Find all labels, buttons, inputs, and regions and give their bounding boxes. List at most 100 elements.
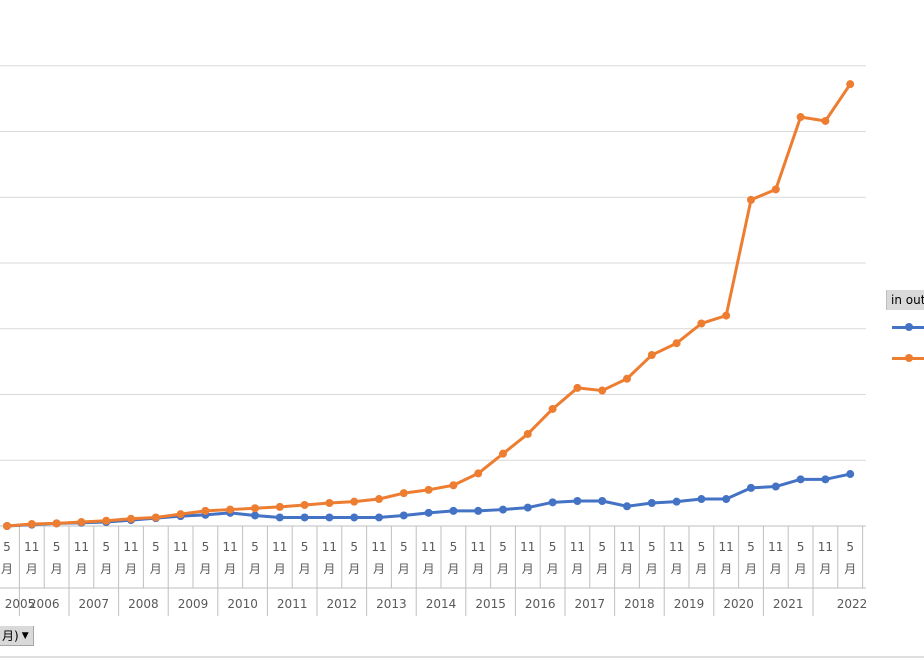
month-label: 5 (350, 540, 358, 554)
series-1-point (251, 511, 259, 520)
month-label: 11 (371, 540, 386, 554)
month-label: 11 (768, 540, 783, 554)
legend-marker-series-1 (905, 323, 913, 331)
month-unit-label: 月 (770, 562, 782, 576)
series-1-point (771, 482, 780, 491)
month-unit-label: 月 (26, 562, 38, 576)
month-label: 5 (400, 540, 408, 554)
series-2-point (3, 522, 11, 530)
series-1-point (573, 497, 582, 506)
legend-title[interactable]: in out (886, 290, 924, 310)
series-2-point (226, 505, 235, 514)
month-label: 5 (698, 540, 706, 554)
series-2-point (350, 497, 359, 506)
year-label: 2007 (79, 597, 110, 611)
month-unit-label: 月 (1, 562, 13, 576)
series-1-point (672, 497, 681, 506)
series-2-point (275, 502, 284, 511)
month-unit-label: 月 (844, 562, 856, 576)
series-1-point (449, 506, 458, 515)
series-2-point (474, 469, 483, 478)
series-2-point (27, 520, 36, 529)
date-field-label: 月) (2, 629, 19, 643)
series-2-point (747, 195, 755, 204)
year-label: 2005 (5, 597, 36, 611)
series-2-point (499, 449, 507, 458)
series-2-point (672, 339, 681, 348)
series-1-point (821, 475, 830, 484)
series-2-point (548, 404, 557, 413)
month-label: 5 (301, 540, 309, 554)
series-2-point (201, 506, 210, 515)
year-label: 2014 (426, 597, 457, 611)
month-unit-label: 月 (75, 562, 87, 576)
month-label: 11 (223, 540, 238, 554)
year-label: 2019 (674, 597, 705, 611)
month-label: 11 (520, 540, 535, 554)
month-unit-label: 月 (224, 562, 236, 576)
month-unit-label: 月 (423, 562, 435, 576)
month-label: 11 (74, 540, 89, 554)
series-2-point (325, 498, 334, 507)
month-label: 11 (719, 540, 734, 554)
series-1-point (548, 498, 557, 507)
month-unit-label: 月 (720, 562, 732, 576)
month-label: 11 (24, 540, 39, 554)
series-1-point (300, 513, 309, 522)
year-label: 2010 (227, 597, 258, 611)
month-unit-label: 月 (646, 562, 658, 576)
month-unit-label: 月 (398, 562, 410, 576)
series-2-point (251, 504, 259, 513)
year-label: 2009 (178, 597, 209, 611)
month-label: 5 (648, 540, 656, 554)
series-1-point (647, 498, 656, 507)
month-unit-label: 月 (447, 562, 459, 576)
month-label: 11 (669, 540, 684, 554)
month-unit-label: 月 (51, 562, 63, 576)
series-2-point (573, 383, 582, 392)
series-2-point (771, 185, 780, 194)
year-label: 2013 (376, 597, 407, 611)
series-1-point (499, 505, 507, 514)
year-label: 2008 (128, 597, 159, 611)
month-label: 11 (421, 540, 436, 554)
series-1-point (350, 513, 359, 522)
month-unit-label: 月 (199, 562, 211, 576)
dropdown-arrow-icon: ▼ (21, 630, 29, 641)
month-label: 5 (202, 540, 210, 554)
series-2-point (52, 519, 61, 528)
series-2-point (722, 311, 731, 320)
month-label: 5 (102, 540, 110, 554)
month-label: 11 (570, 540, 585, 554)
month-label: 5 (747, 540, 755, 554)
series-2-point (102, 516, 111, 525)
series-1-point (275, 513, 284, 522)
series-1-point (722, 495, 731, 504)
series-1-point (523, 503, 532, 512)
legend-item-series-2 (892, 352, 924, 364)
series-2-point (647, 351, 656, 360)
series-1-point (325, 513, 334, 522)
series-2-point (796, 113, 805, 122)
month-label: 5 (53, 540, 61, 554)
year-label: 2015 (475, 597, 506, 611)
series-1-point (375, 513, 383, 522)
year-label: 2011 (277, 597, 308, 611)
date-field-filter-button[interactable]: 月) ▼ (0, 626, 34, 646)
month-unit-label: 月 (249, 562, 261, 576)
month-label: 11 (619, 540, 634, 554)
month-unit-label: 月 (596, 562, 608, 576)
series-2-point (598, 386, 607, 395)
month-label: 11 (123, 540, 138, 554)
series-line-2 (6, 83, 852, 528)
month-unit-label: 月 (150, 562, 162, 576)
month-label: 5 (797, 540, 805, 554)
month-unit-label: 月 (373, 562, 385, 576)
month-label: 11 (322, 540, 337, 554)
series-1-point (598, 497, 607, 506)
month-unit-label: 月 (175, 562, 187, 576)
month-label: 5 (3, 540, 11, 554)
year-label: 2021 (773, 597, 804, 611)
month-unit-label: 月 (522, 562, 534, 576)
